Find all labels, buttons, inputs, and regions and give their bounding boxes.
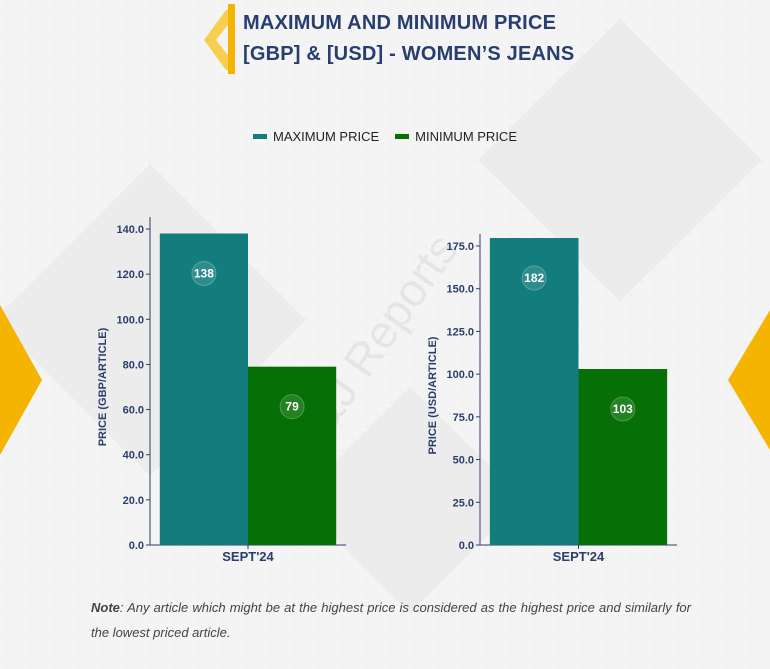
legend-label-maximum: MAXIMUM PRICE <box>272 129 380 144</box>
y-tick-label: 50.0 <box>453 455 474 467</box>
data-label: 79 <box>285 400 299 414</box>
data-label-bubble <box>521 265 547 291</box>
title-accent-bar <box>228 4 235 74</box>
y-tick-label: 0.0 <box>459 540 474 552</box>
y-axis-label-gbp: PRICE (GBP/ARTICLE) <box>97 327 109 446</box>
legend-label-minimum: MINIMUM PRICE <box>415 129 517 144</box>
legend-swatch-minimum <box>395 134 410 139</box>
data-label: 182 <box>524 271 544 285</box>
chart-legend: MAXIMUM PRICE MINIMUM PRICE <box>0 129 770 144</box>
bar-maximum-gbp <box>159 233 248 545</box>
y-tick-label: 40.0 <box>123 450 144 462</box>
bar-maximum-usd <box>489 238 579 545</box>
title-block: MAXIMUM AND MINIMUM PRICE [GBP] & [USD] … <box>200 4 620 76</box>
y-tick-label: 120.0 <box>116 269 144 281</box>
left-arrow-decoration <box>0 305 42 455</box>
title-line-1: MAXIMUM AND MINIMUM PRICE <box>243 12 557 34</box>
y-tick-label: 25.0 <box>453 497 474 509</box>
y-tick-label: 100.0 <box>116 314 144 326</box>
title-line-2: [GBP] & [USD] - WOMEN’S JEANS <box>243 43 575 65</box>
y-tick-label: 150.0 <box>446 284 474 296</box>
data-label-bubble <box>610 396 636 422</box>
bar-minimum-usd <box>578 369 668 545</box>
bar-minimum-gbp <box>248 366 337 545</box>
note-text: : Any article which might be at the high… <box>91 600 691 640</box>
y-tick-label: 0.0 <box>129 540 144 552</box>
data-label-bubble <box>191 261 217 287</box>
y-tick-label: 75.0 <box>453 412 474 424</box>
note-label: Note <box>91 600 120 615</box>
data-label: 103 <box>613 402 633 416</box>
y-tick-label: 140.0 <box>116 224 144 236</box>
footnote: Note: Any article which might be at the … <box>91 596 691 645</box>
y-tick-label: 80.0 <box>123 359 144 371</box>
y-tick-label: 100.0 <box>446 369 474 381</box>
page-title: MAXIMUM AND MINIMUM PRICE [GBP] & [USD] … <box>243 8 574 70</box>
data-label-bubble <box>279 394 305 420</box>
y-tick-label: 125.0 <box>446 326 474 338</box>
legend-item-minimum: MINIMUM PRICE <box>395 129 517 144</box>
x-category-label: SEPT'24 <box>222 549 274 564</box>
x-category-label: SEPT'24 <box>553 549 605 564</box>
data-label: 138 <box>194 267 214 281</box>
y-tick-label: 20.0 <box>123 495 144 507</box>
legend-swatch-maximum <box>252 134 267 139</box>
legend-item-maximum: MAXIMUM PRICE <box>252 129 380 144</box>
chevron-left-icon <box>204 10 230 70</box>
y-tick-label: 60.0 <box>123 405 144 417</box>
y-axis-label-usd: PRICE (USD/ARTICLE) <box>427 336 439 454</box>
right-arrow-decoration <box>728 310 770 450</box>
y-tick-label: 175.0 <box>446 241 474 253</box>
